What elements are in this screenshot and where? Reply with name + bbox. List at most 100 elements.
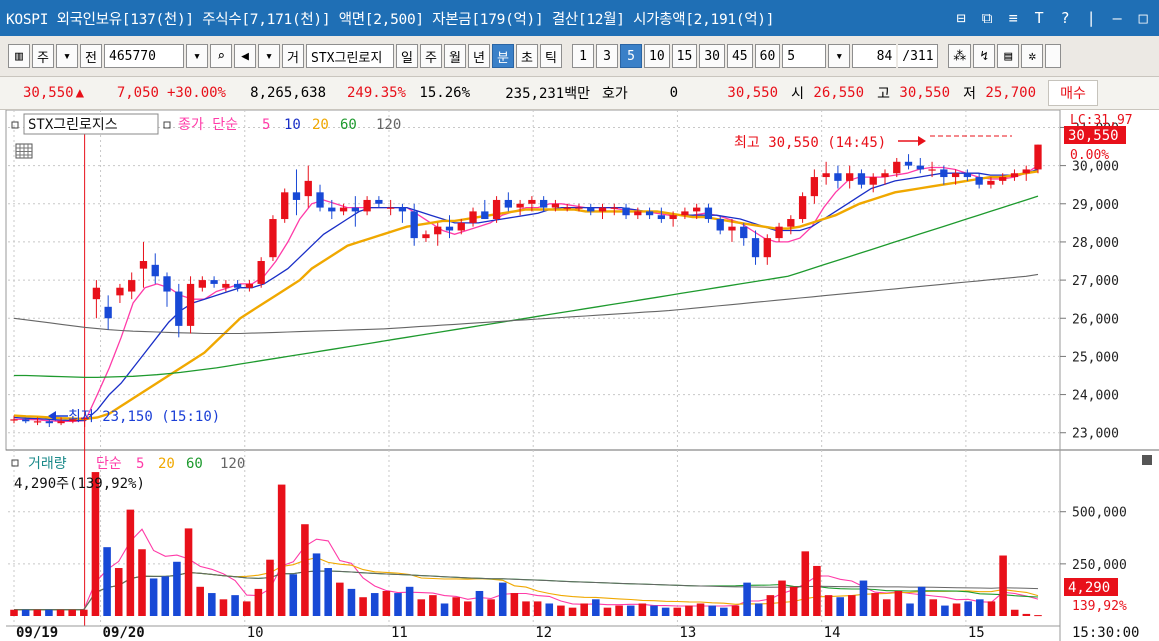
search-icon[interactable]: ⌕ [210, 44, 232, 68]
bar-count-input[interactable]: 84 [852, 44, 897, 68]
ma-line-20 [13, 170, 1039, 421]
speaker-icon[interactable]: ◀ [234, 44, 256, 68]
drawing-icon[interactable]: ↯ [973, 44, 996, 68]
speaker-dropdown-icon[interactable]: ▾ [258, 44, 280, 68]
volume-bar [859, 580, 868, 616]
volume-bar [324, 568, 332, 616]
y-tick-label: 24,000 [1072, 389, 1119, 404]
volume-bar [510, 593, 519, 616]
candle-body [128, 280, 136, 292]
save-icon[interactable]: ▤ [997, 44, 1020, 68]
y-tick-label: 30,000 [1072, 160, 1119, 175]
candle-body [551, 203, 560, 208]
candle-body [151, 264, 159, 277]
volume-legend-ma-label: 단순 [96, 456, 122, 472]
change-percent: +30.00% [166, 85, 226, 101]
indicator-icon[interactable]: ⁂ [948, 44, 972, 68]
candle-body [45, 421, 53, 424]
volume-bar [929, 599, 938, 616]
checkbox[interactable] [1045, 44, 1062, 68]
candle-body [1022, 169, 1030, 174]
interval-input[interactable]: 5 [782, 44, 827, 68]
period-tick[interactable]: 틱 [540, 44, 562, 68]
candle-body [704, 207, 713, 220]
window-split-icon[interactable]: ⧉ [981, 9, 993, 27]
buy-button[interactable]: 매수 [1048, 80, 1098, 106]
candle-body [740, 226, 748, 239]
code-dropdown-icon[interactable]: ▾ [186, 44, 208, 68]
interval-15[interactable]: 15 [671, 44, 698, 68]
candle-body [528, 199, 536, 204]
volume-bar [1010, 609, 1019, 616]
volume-bar [417, 599, 426, 616]
volume-bar [801, 551, 810, 616]
volume-bar [289, 574, 298, 616]
candle-body [375, 199, 383, 204]
volume-bar [743, 582, 751, 616]
range-button[interactable]: 전 [80, 44, 102, 68]
interval-5[interactable]: 5 [620, 44, 642, 68]
maximize-icon[interactable]: □ [1138, 9, 1148, 27]
type-dropdown-icon[interactable]: ▾ [56, 44, 78, 68]
candle-body [457, 222, 465, 231]
stock-code-input[interactable]: 465770 [104, 44, 184, 68]
change-value: 7,050 [116, 85, 159, 101]
candle-body [881, 173, 889, 178]
volume-bar [475, 590, 484, 616]
name-button[interactable]: 거 [282, 44, 304, 68]
x-tick-label: 11 [391, 625, 408, 641]
open-label: 시 [791, 86, 804, 102]
period-day[interactable]: 일 [396, 44, 418, 68]
period-month[interactable]: 월 [444, 44, 466, 68]
minimize-icon[interactable]: — [1112, 9, 1122, 27]
interval-30[interactable]: 30 [699, 44, 725, 68]
interval-60[interactable]: 60 [754, 44, 781, 68]
pin-icon[interactable]: ≡ [1008, 9, 1018, 27]
candle-body [57, 421, 65, 424]
volume-bar [1022, 613, 1031, 616]
trade-amount: 235,231백만 [505, 86, 590, 102]
interval-3[interactable]: 3 [596, 44, 618, 68]
volume-pct-tag: 139,92% [1072, 599, 1127, 614]
period-week[interactable]: 주 [420, 44, 442, 68]
volume-bar [33, 609, 42, 616]
candle-body [422, 234, 430, 239]
interval-10[interactable]: 10 [644, 44, 670, 68]
volume-bar [626, 605, 635, 616]
ma-line-120 [13, 273, 1039, 335]
candle-body [693, 207, 701, 212]
candle-body [610, 207, 618, 209]
interval-dropdown-icon[interactable]: ▾ [828, 44, 851, 68]
volume-bar [149, 578, 158, 616]
layout-icon[interactable]: ⊟ [956, 9, 966, 27]
candle-body [598, 207, 607, 212]
volume-bar [184, 528, 193, 616]
price-chart[interactable]: 31,00030,00029,00028,00027,00026,00025,0… [0, 109, 1159, 641]
period-minute[interactable]: 분 [492, 44, 514, 68]
interval-45[interactable]: 45 [726, 44, 753, 68]
settings-icon[interactable]: ✲ [1021, 44, 1044, 68]
interval-1[interactable]: 1 [572, 44, 594, 68]
candle-body [139, 261, 148, 269]
period-year[interactable]: 년 [468, 44, 490, 68]
y-tick-label: 27,000 [1072, 274, 1119, 289]
font-icon[interactable]: T [1034, 9, 1044, 27]
candle-body [92, 287, 101, 300]
stock-name-field[interactable]: STX그린로지 [306, 44, 394, 68]
volume-bar [882, 599, 891, 616]
candle-body [787, 219, 795, 227]
volume-bar [161, 576, 170, 616]
type-select[interactable]: 주 [32, 44, 54, 68]
volume-ratio: 249.35% [346, 85, 406, 101]
chart-menu-icon[interactable]: ▥ [8, 44, 30, 68]
low-annotation: 최저 23,150 (15:10) [68, 409, 220, 425]
volume-bar [440, 603, 449, 616]
help-icon[interactable]: ? [1060, 9, 1070, 27]
period-second[interactable]: 초 [516, 44, 538, 68]
volume-value: 8,265,638 [250, 85, 326, 101]
volume-bar [638, 603, 647, 616]
lc-tag: LC:31,97 [1070, 113, 1133, 128]
high-label: 고 [877, 86, 890, 102]
candle-body [222, 283, 230, 288]
volume-tag: 4,290 [1068, 580, 1110, 596]
